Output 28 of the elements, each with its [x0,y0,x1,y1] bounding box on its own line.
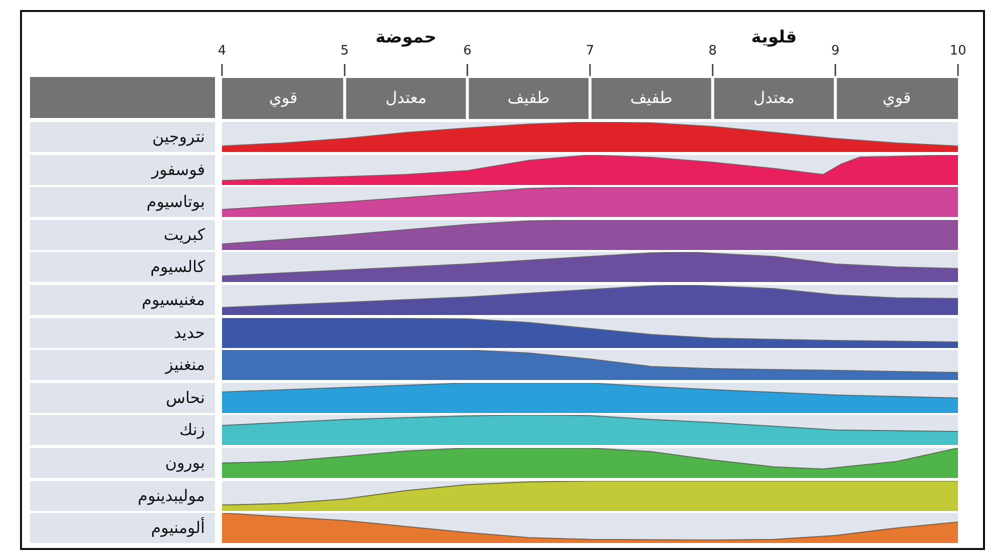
text: قلوية [751,27,797,48]
x-tick-label: 5 [340,44,349,59]
y-axis-title: بورون [30,448,215,478]
text: معتدل [385,88,427,108]
y-axis-title: كبريت [30,220,215,250]
y-axis-title: منغنيز [30,350,215,380]
y-axis-title: بوتاسيوم [30,187,215,218]
y-axis-title: موليبدينوم [30,480,215,511]
x-tick-label: 7 [586,44,594,59]
y-axis-title: نتروجين [30,122,215,152]
text: قوي [882,88,911,108]
y-axis-title: فوسفور [30,154,215,185]
text: حموضة [375,27,437,48]
text: قوي [269,88,298,108]
y-axis-title: حديد [30,318,215,348]
x-tick-label: 8 [708,44,717,59]
y-axis-title: كالسيوم [30,252,215,282]
y-axis-title: مغنيسيوم [30,285,215,315]
text: طفيف [630,88,672,108]
y-axis-title: زنك [30,415,215,446]
y-axis-title: ألومنيوم [30,513,215,544]
x-tick-label: 10 [950,44,966,59]
x-tick-label: 4 [218,44,226,59]
x-tick-label: 9 [831,44,840,59]
y-axis-title: نحاس [30,382,215,413]
text: طفيف [508,88,550,108]
text: معتدل [753,88,795,108]
x-tick-label: 6 [463,44,472,59]
